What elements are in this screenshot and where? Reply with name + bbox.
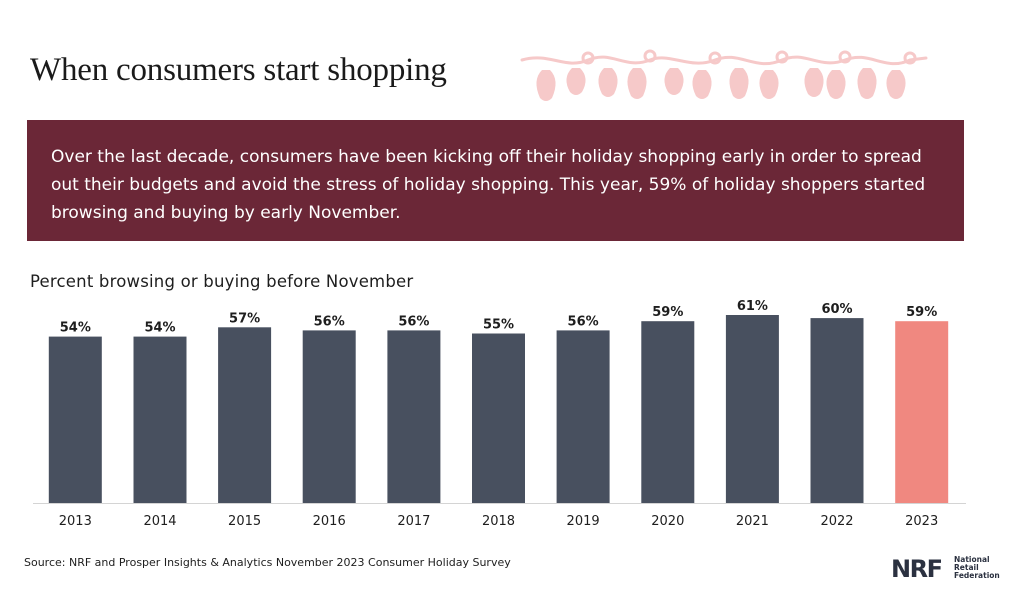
bulb-icon: [692, 70, 712, 99]
x-tick-label-2019: 2019: [567, 514, 600, 529]
nrf-logo: NRF National Retail Federation: [891, 555, 1001, 583]
bar-chart: 54% 2013 54% 2014 57% 2015 56% 2016 56% 2017 55% 20…: [33, 299, 966, 529]
bulb-icon: [826, 70, 846, 99]
x-tick-label-2018: 2018: [482, 514, 515, 529]
bar-2017: [387, 330, 441, 503]
bulb-icon: [566, 68, 586, 95]
source-note: Source: NRF and Prosper Insights & Analy…: [24, 556, 511, 569]
x-tick-label-2016: 2016: [313, 514, 346, 529]
data-label-2014: 54%: [144, 321, 175, 336]
bar-2015: [218, 327, 272, 503]
bulb-icon: [886, 70, 906, 99]
page-title: When consumers start shopping: [30, 52, 447, 88]
x-tick-label-2017: 2017: [397, 514, 430, 529]
bulb-icon: [759, 70, 779, 99]
data-label-2017: 56%: [398, 314, 429, 329]
logo-line-2: Retail: [954, 563, 979, 572]
bar-2016: [302, 330, 356, 503]
data-label-2013: 54%: [60, 321, 91, 336]
bulb-icon: [804, 68, 824, 97]
data-label-2020: 59%: [652, 305, 683, 320]
x-tick-label-2013: 2013: [59, 514, 92, 529]
data-label-2016: 56%: [314, 314, 345, 329]
summary-text: Over the last decade, consumers have bee…: [51, 147, 926, 223]
bar-2021: [725, 315, 779, 503]
data-label-2021: 61%: [737, 299, 768, 314]
logo-line-3: Federation: [954, 571, 1000, 580]
summary-banner: Over the last decade, consumers have bee…: [27, 120, 964, 241]
x-tick-label-2014: 2014: [143, 514, 176, 529]
x-tick-label-2023: 2023: [905, 514, 938, 529]
data-label-2019: 56%: [568, 314, 599, 329]
bulb-icon: [627, 68, 647, 99]
string-lights-decoration: [520, 49, 928, 101]
bar-2020: [641, 321, 695, 503]
bulb-icon: [598, 68, 618, 97]
data-label-2015: 57%: [229, 311, 260, 326]
bar-2023: [895, 321, 949, 503]
bar-2022: [810, 318, 864, 503]
logo-mark: NRF: [891, 555, 943, 583]
x-tick-label-2021: 2021: [736, 514, 769, 529]
bar-2013: [48, 336, 102, 503]
data-label-2023: 59%: [906, 305, 937, 320]
x-tick-label-2020: 2020: [651, 514, 684, 529]
x-tick-label-2022: 2022: [820, 514, 853, 529]
bar-2019: [556, 330, 610, 503]
data-label-2018: 55%: [483, 318, 514, 333]
bar-2018: [472, 333, 525, 503]
bulb-icon: [857, 68, 877, 99]
chart-title: Percent browsing or buying before Novemb…: [30, 272, 414, 291]
bulb-icon: [536, 70, 556, 101]
data-label-2022: 60%: [821, 302, 852, 317]
bar-2014: [133, 336, 187, 503]
x-tick-label-2015: 2015: [228, 514, 261, 529]
logo-text: National Retail Federation: [954, 556, 1000, 580]
bulb-icon: [729, 68, 749, 99]
logo-line-1: National: [954, 555, 990, 564]
bulb-icon: [664, 68, 684, 95]
